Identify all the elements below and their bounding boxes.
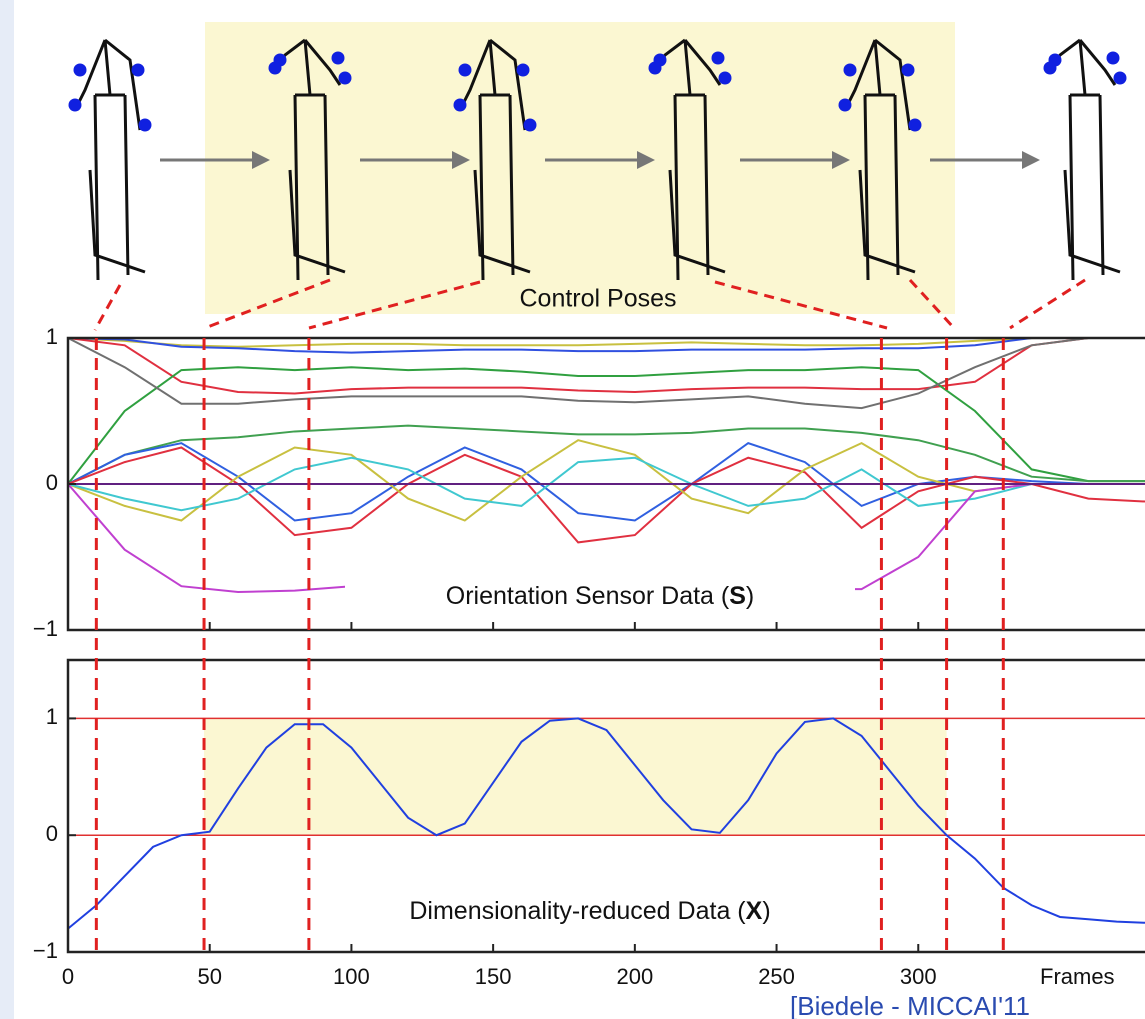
label-bg (345, 577, 855, 617)
arrowhead (637, 151, 655, 169)
sensor-dot (68, 98, 82, 112)
x-tick-label: 250 (758, 964, 795, 989)
x-tick-label: 0 (62, 964, 74, 989)
x-tick-label: 200 (616, 964, 653, 989)
limbs (843, 38, 916, 281)
sensor-dot (908, 118, 922, 132)
arrowhead (252, 151, 270, 169)
sensor-dot (838, 98, 852, 112)
plot-lines (68, 338, 1145, 594)
x-tick-label: 100 (333, 964, 370, 989)
limbs (273, 38, 346, 281)
stick-figure (1043, 38, 1127, 281)
sensor-dot (453, 98, 467, 112)
arrowhead (832, 151, 850, 169)
y-tick-label: 1 (46, 704, 58, 729)
sensor-dot (901, 63, 915, 77)
sensor-dot (1043, 61, 1057, 75)
limbs (73, 38, 146, 281)
sensor-dot (523, 118, 537, 132)
citation: [Biedele - MICCAI'11 (790, 991, 1030, 1019)
annotation-part: ) (762, 897, 770, 925)
pose-highlight (205, 22, 955, 314)
annotation-part: X (746, 897, 763, 925)
panel-annotation: Orientation Sensor Data (S) (446, 582, 755, 610)
side-stripe (0, 0, 14, 1019)
arrowhead (1022, 151, 1040, 169)
arrowhead (452, 151, 470, 169)
x-axis-label: Frames (1040, 964, 1115, 989)
stick-figure (648, 38, 732, 281)
sensor-dot (138, 118, 152, 132)
sensor-dot (338, 71, 352, 85)
sensor-dot (711, 51, 725, 65)
annotation-part: S (729, 582, 746, 610)
limbs (458, 38, 531, 281)
sensor-dot (331, 51, 345, 65)
series-line (68, 439, 1145, 522)
sensor-dot (1106, 51, 1120, 65)
series-line (68, 338, 1145, 395)
sensor-dot (1113, 71, 1127, 85)
x-tick-label: 150 (475, 964, 512, 989)
plot-lines (68, 717, 1145, 930)
series-line (68, 717, 1145, 930)
y-tick-label: −1 (33, 938, 58, 963)
sensor-dot (268, 61, 282, 75)
stick-figure (453, 38, 537, 281)
series-line (68, 366, 1145, 485)
axes-frame (66, 658, 1145, 954)
sensor-dot (718, 71, 732, 85)
stick-figure (68, 38, 152, 281)
sensor-dot (131, 63, 145, 77)
series-line (68, 338, 1145, 410)
series-line (68, 442, 1145, 522)
sensor-dot (516, 63, 530, 77)
series-line (68, 424, 1145, 485)
poses (68, 38, 1127, 281)
annotation-part: Dimensionality-reduced Data ( (409, 897, 746, 925)
y-tick-label: 0 (46, 821, 58, 846)
sensor-dot (843, 63, 857, 77)
y-tick-label: 0 (46, 470, 58, 495)
sensor-dot (73, 63, 87, 77)
highlight (204, 718, 947, 836)
annotation-part: ) (746, 582, 754, 610)
poses-label: Control Poses (519, 285, 676, 313)
series-line (68, 338, 1145, 348)
panel-annotation: Dimensionality-reduced Data (X) (409, 897, 770, 925)
series-line (68, 338, 1145, 354)
annotation-part: Orientation Sensor Data ( (446, 582, 730, 610)
x-tick-label: 50 (197, 964, 221, 989)
sensor-dot (458, 63, 472, 77)
y-tick-label: 1 (46, 324, 58, 349)
x-tick-label: 300 (900, 964, 937, 989)
limbs (1048, 38, 1121, 281)
series-line (68, 456, 1145, 512)
pose-connectors (93, 278, 1086, 331)
series-line (68, 446, 1145, 544)
y-tick-label: −1 (33, 616, 58, 641)
limbs (653, 38, 726, 281)
sensor-dot (648, 61, 662, 75)
stick-figure (268, 38, 352, 281)
stick-figure (838, 38, 922, 281)
